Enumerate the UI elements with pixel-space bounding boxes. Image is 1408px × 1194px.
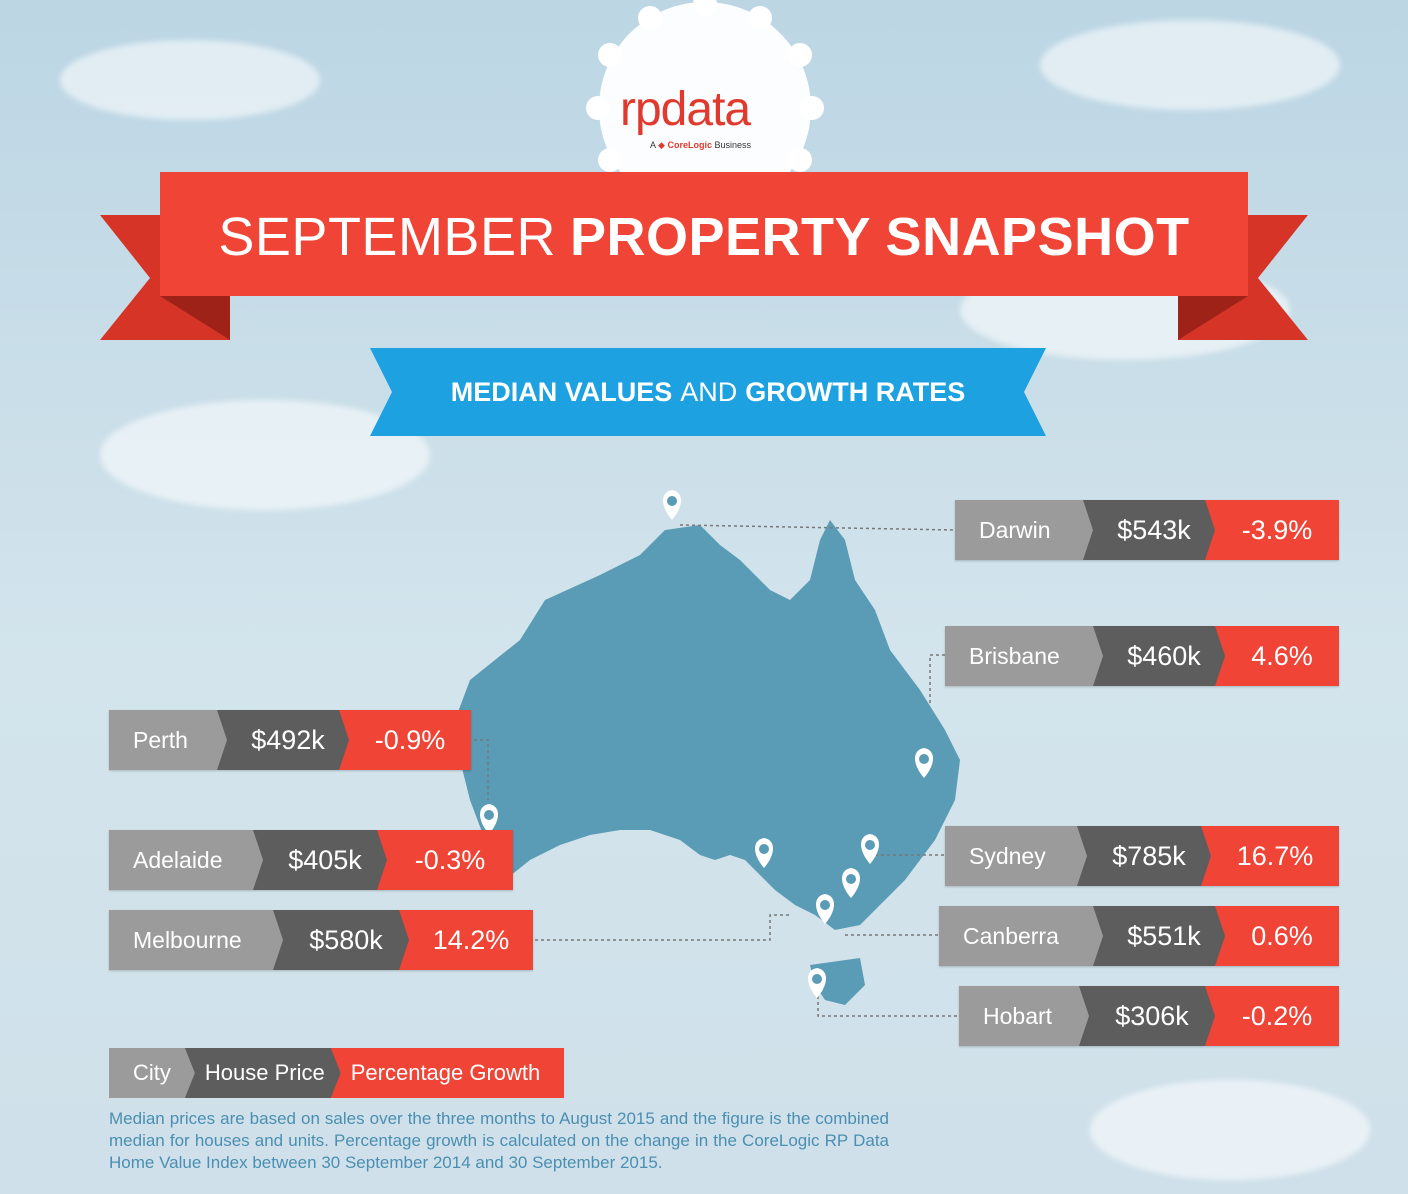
corelogic-logo-icon: ◆ (658, 140, 665, 150)
tagline-suffix: Business (714, 140, 752, 150)
cloud (100, 400, 430, 510)
city-name: Hobart (959, 986, 1089, 1046)
tagline-prefix: A (650, 140, 656, 150)
house-price: $306k (1079, 986, 1215, 1046)
map-pin-icon (861, 834, 879, 864)
percentage-growth: -3.9% (1205, 500, 1339, 560)
city-card-darwin: Darwin $543k -3.9% (955, 500, 1339, 560)
legend: City House Price Percentage Growth (109, 1048, 565, 1098)
subtitle-part1: MEDIAN VALUES (450, 376, 673, 407)
map-pin-icon (755, 838, 773, 868)
logo-tagline: A ◆ CoreLogic Business (650, 140, 751, 151)
city-name: Sydney (945, 826, 1087, 886)
cloud (1040, 20, 1340, 110)
cloud (1090, 1080, 1370, 1180)
title-bold: PROPERTY SNAPSHOT (569, 207, 1190, 267)
city-card-sydney: Sydney $785k 16.7% (945, 826, 1339, 886)
cloud (60, 40, 320, 120)
house-price: $580k (273, 910, 409, 970)
subtitle-part2: AND (680, 376, 738, 407)
house-price: $492k (217, 710, 349, 770)
subtitle-banner (370, 348, 1046, 436)
australia-map (455, 520, 960, 1005)
city-name: Melbourne (109, 910, 283, 970)
city-name: Adelaide (109, 830, 263, 890)
city-name: Perth (109, 710, 227, 770)
city-name: Canberra (939, 906, 1103, 966)
logo-badge (586, 0, 824, 214)
page-title: SEPTEMBER PROPERTY SNAPSHOT (160, 178, 1248, 296)
house-price: $551k (1093, 906, 1225, 966)
map-pin-icon (816, 894, 834, 924)
legend-percentage-growth: Percentage Growth (330, 1048, 565, 1098)
subtitle-part3: GROWTH RATES (745, 376, 966, 407)
percentage-growth: 14.2% (399, 910, 533, 970)
city-card-melbourne: Melbourne $580k 14.2% (109, 910, 533, 970)
city-name: Darwin (955, 500, 1093, 560)
house-price: $785k (1077, 826, 1211, 886)
title-ribbon (100, 172, 1308, 340)
percentage-growth: -0.2% (1205, 986, 1339, 1046)
city-card-canberra: Canberra $551k 0.6% (939, 906, 1339, 966)
percentage-growth: 0.6% (1215, 906, 1339, 966)
house-price: $460k (1093, 626, 1225, 686)
footnote: Median prices are based on sales over th… (109, 1109, 889, 1172)
title-light: SEPTEMBER (218, 207, 556, 267)
city-card-adelaide: Adelaide $405k -0.3% (109, 830, 513, 890)
map-pin-icon (808, 968, 826, 998)
map-pin-icon (480, 804, 498, 834)
percentage-growth: 4.6% (1215, 626, 1339, 686)
map-pin-icon (663, 490, 681, 520)
percentage-growth: -0.3% (377, 830, 513, 890)
map-pin-icon (842, 868, 860, 898)
percentage-growth: 16.7% (1201, 826, 1339, 886)
legend-house-price: House Price (184, 1048, 341, 1098)
city-card-brisbane: Brisbane $460k 4.6% (945, 626, 1339, 686)
house-price: $405k (253, 830, 387, 890)
map-pins (480, 490, 933, 998)
page-subtitle: MEDIAN VALUES AND GROWTH RATES (370, 352, 1046, 432)
map-pin-icon (915, 748, 933, 778)
city-card-perth: Perth $492k -0.9% (109, 710, 471, 770)
rpdata-logo: rpdata (620, 83, 751, 136)
city-name: Brisbane (945, 626, 1103, 686)
legend-city: City (109, 1048, 195, 1098)
tagline-brand: CoreLogic (667, 140, 712, 150)
house-price: $543k (1083, 500, 1215, 560)
percentage-growth: -0.9% (339, 710, 471, 770)
city-card-hobart: Hobart $306k -0.2% (959, 986, 1339, 1046)
